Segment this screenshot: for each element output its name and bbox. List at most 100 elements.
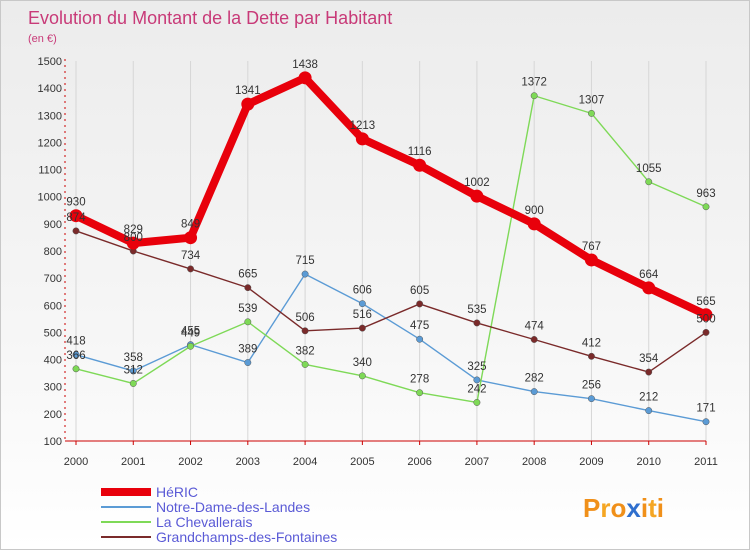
data-point <box>72 365 80 373</box>
data-point <box>588 395 595 403</box>
y-tick-label: 1300 <box>38 110 62 122</box>
y-tick-label: 400 <box>44 355 62 367</box>
x-tick-label: 2004 <box>293 456 317 468</box>
data-point <box>244 318 252 326</box>
y-tick-label: 100 <box>44 436 62 448</box>
data-label: 389 <box>238 344 257 356</box>
x-tick-label: 2009 <box>579 456 603 468</box>
data-point <box>642 281 656 295</box>
y-tick-label: 900 <box>44 219 62 231</box>
data-point <box>358 372 366 380</box>
y-tick-label: 1500 <box>38 56 62 68</box>
data-label: 412 <box>582 337 601 349</box>
data-point <box>358 324 366 332</box>
data-point <box>355 132 369 146</box>
data-point <box>416 300 424 308</box>
series-line-1 <box>75 273 707 423</box>
y-tick-label: 500 <box>44 327 62 339</box>
data-label: 849 <box>181 219 200 231</box>
data-point <box>187 342 194 350</box>
data-label: 734 <box>181 250 201 262</box>
data-point <box>699 308 713 322</box>
data-label: 242 <box>467 383 486 395</box>
series-line-2 <box>75 95 707 404</box>
logo-letter: i <box>641 493 648 523</box>
data-point <box>530 388 538 396</box>
data-point <box>72 351 80 359</box>
y-tick-label: 700 <box>44 273 62 285</box>
data-point <box>241 97 255 111</box>
y-tick-label: 600 <box>44 300 62 312</box>
legend-label: HéRIC <box>156 484 198 500</box>
data-point <box>184 231 198 245</box>
data-label: 282 <box>525 373 544 385</box>
grid <box>75 61 707 441</box>
x-tick-label: 2007 <box>465 456 489 468</box>
data-point <box>69 209 83 223</box>
data-point <box>527 217 541 231</box>
data-label: 539 <box>238 303 257 315</box>
data-label: 500 <box>696 313 715 325</box>
data-point <box>301 270 309 278</box>
data-point <box>470 189 484 203</box>
data-label: 874 <box>66 212 86 224</box>
data-point <box>473 376 481 384</box>
data-point <box>584 253 598 267</box>
data-label: 516 <box>353 309 372 321</box>
data-point <box>413 158 427 172</box>
data-point <box>358 300 366 308</box>
x-tick-label: 2001 <box>121 456 145 468</box>
chart-title: Evolution du Montant de la Dette par Hab… <box>28 8 392 28</box>
logo-letter: x <box>626 493 641 523</box>
logo-letter: P <box>583 493 600 523</box>
series-line-0 <box>72 73 710 319</box>
data-label: 565 <box>696 296 715 308</box>
data-label: 605 <box>410 285 429 297</box>
data-label: 715 <box>295 255 314 267</box>
x-tick-label: 2003 <box>236 456 260 468</box>
y-tick-label: 1000 <box>38 192 62 204</box>
series-layer <box>69 71 713 426</box>
data-point <box>187 265 194 273</box>
data-point <box>530 336 538 343</box>
data-label: 474 <box>525 320 545 332</box>
axes: 100 200 300 400 500 600 700 800 900 1000 1100 1200 1… <box>38 56 718 468</box>
data-label: 1116 <box>408 146 432 158</box>
data-label: 1341 <box>235 85 261 97</box>
y-tick-label: 800 <box>44 246 62 258</box>
data-label: 382 <box>295 345 314 357</box>
data-label: 340 <box>353 357 372 369</box>
data-point <box>416 335 424 343</box>
data-label: 665 <box>238 269 257 281</box>
data-point <box>702 328 710 336</box>
data-point <box>129 380 137 387</box>
data-point <box>702 418 710 426</box>
data-label: 1307 <box>579 94 605 106</box>
data-label: 171 <box>696 403 715 415</box>
data-label: 930 <box>66 197 85 209</box>
x-tick-label: 2008 <box>522 456 546 468</box>
data-point <box>244 284 252 292</box>
y-tick-label: 1200 <box>38 137 62 149</box>
logo-letter: o <box>610 493 626 523</box>
data-point <box>588 109 595 117</box>
x-tick-label: 2000 <box>64 456 88 468</box>
x-tick-label: 2002 <box>178 456 202 468</box>
data-label: 212 <box>639 392 658 404</box>
x-tick-label: 2010 <box>636 456 660 468</box>
legend-label: La Chevallerais <box>156 514 253 530</box>
data-label: 312 <box>124 364 143 376</box>
data-label: 900 <box>525 205 544 217</box>
data-label: 1055 <box>636 163 662 175</box>
y-tick-label: 1100 <box>38 165 62 177</box>
data-label: 455 <box>181 326 200 338</box>
chart-subtitle: (en €) <box>28 33 57 45</box>
data-label: 800 <box>124 232 143 244</box>
x-tick-label: 2006 <box>407 456 431 468</box>
data-label: 606 <box>353 285 372 297</box>
data-label: 354 <box>639 353 659 365</box>
data-label: 1002 <box>464 177 490 189</box>
series-line-3 <box>75 230 707 373</box>
